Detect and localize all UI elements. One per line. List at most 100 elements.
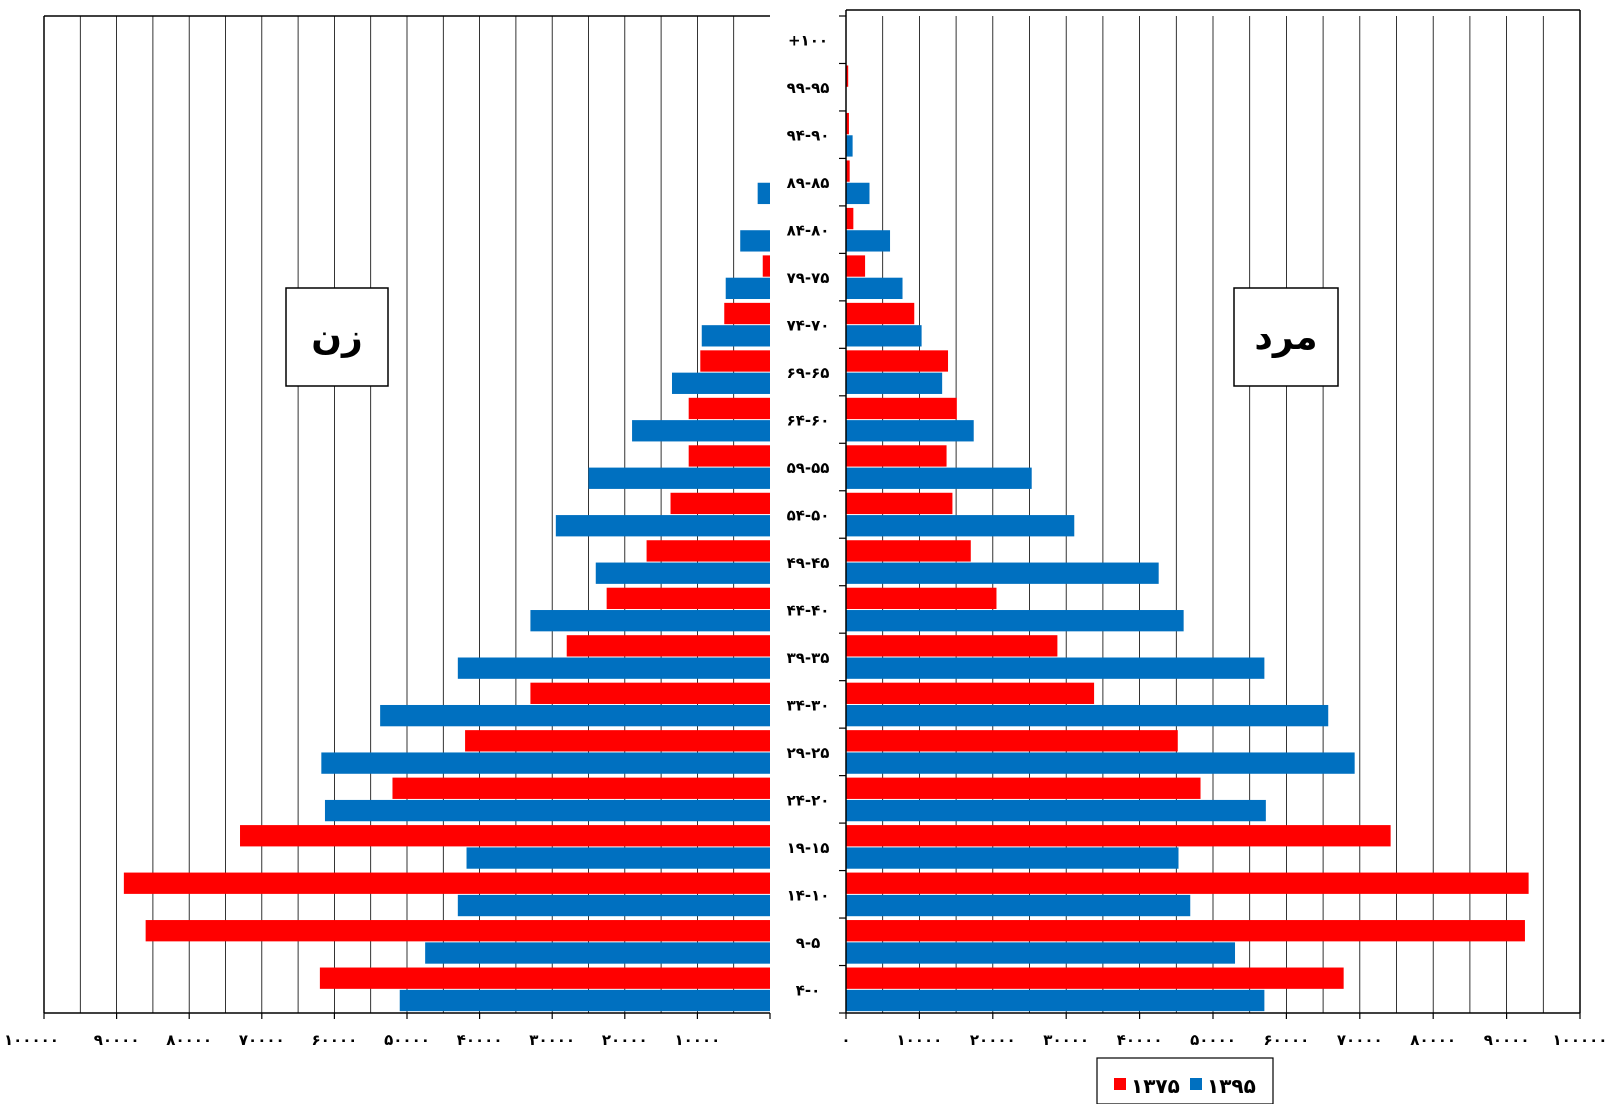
bar-right-۱۳۷۵-۶۹-۶۵ xyxy=(846,350,949,372)
age-label-۲۴-۲۰: ۲۴-۲۰ xyxy=(787,791,830,809)
left-tick-label-۱۰۰۰۰: ۱۰۰۰۰ xyxy=(675,1031,721,1049)
bar-right-۱۳۹۵-۶۴-۶۰ xyxy=(846,420,974,442)
age-label-۸۹-۸۵: ۸۹-۸۵ xyxy=(787,174,830,192)
bar-right-۱۳۷۵-۷۴-۷۰ xyxy=(846,302,915,325)
age-label-۴۹-۴۵: ۴۹-۴۵ xyxy=(787,554,830,572)
bar-left-۱۳۷۵-۴۹-۴۵ xyxy=(646,540,770,562)
right-panel-title-box: مرد xyxy=(1233,287,1339,387)
bar-right-۱۳۷۵-۱۹-۱۵ xyxy=(846,825,1391,847)
bar-left-۱۳۷۵-۵۴-۵۰ xyxy=(670,492,770,515)
right-tick-label-۷۰۰۰۰: ۷۰۰۰۰ xyxy=(1337,1031,1383,1049)
bar-right-۱۳۷۵-۳۹-۳۵ xyxy=(846,635,1058,657)
bar-right-۱۳۷۵-۲۹-۲۵ xyxy=(846,730,1178,752)
age-label-۳۹-۳۵: ۳۹-۳۵ xyxy=(787,649,830,667)
right-tick-label-۴۰۰۰۰: ۴۰۰۰۰ xyxy=(1117,1031,1163,1049)
bar-left-۱۳۹۵-۱۴-۱۰ xyxy=(457,894,770,917)
left-tick-label-۶۰۰۰۰: ۶۰۰۰۰ xyxy=(312,1031,358,1049)
bar-left-۱۳۹۵-۳۹-۳۵ xyxy=(457,657,770,679)
bar-right-۱۳۹۵-۹-۵ xyxy=(846,942,1236,964)
bar-right-۱۳۹۵-۷۴-۷۰ xyxy=(846,325,922,347)
right-tick-label-۵۰۰۰۰: ۵۰۰۰۰ xyxy=(1190,1031,1236,1049)
bar-left-۱۳۷۵-۶۹-۶۵ xyxy=(700,350,770,372)
age-label-۹۴-۹۰: ۹۴-۹۰ xyxy=(787,127,830,145)
bar-left-۱۳۹۵-۱۹-۱۵ xyxy=(466,847,770,869)
bar-left-۱۳۷۵-۷۴-۷۰ xyxy=(724,302,770,325)
right-tick-label-۱۰۰۰۰۰: ۱۰۰۰۰۰ xyxy=(1553,1031,1607,1049)
bar-left-۱۳۷۵-۳۹-۳۵ xyxy=(566,635,770,657)
bar-left-۱۳۹۵-۹-۵ xyxy=(425,942,770,964)
bar-right-۱۳۷۵-۹-۵ xyxy=(846,920,1525,942)
bar-left-۱۳۹۵-۴۴-۴۰ xyxy=(530,610,770,632)
bar-right-۱۳۹۵-۴۴-۴۰ xyxy=(846,610,1184,632)
bar-right-۱۳۷۵-۸۹-۸۵ xyxy=(846,160,850,182)
left-tick-label-۱۰۰۰۰۰: ۱۰۰۰۰۰ xyxy=(4,1031,59,1049)
bar-left-۱۳۹۵-۶۹-۶۵ xyxy=(671,372,770,394)
left-tick-label-۹۰۰۰۰: ۹۰۰۰۰ xyxy=(94,1031,140,1049)
bar-right-۱۳۷۵-۴-۰ xyxy=(846,967,1344,989)
bar-right-۱۳۹۵-۹۴-۹۰ xyxy=(846,135,853,157)
left-tick-label-۲۰۰۰۰: ۲۰۰۰۰ xyxy=(602,1031,648,1049)
age-label-۴۴-۴۰: ۴۴-۴۰ xyxy=(787,601,830,619)
left-panel-title: زن xyxy=(311,317,362,358)
left-tick-label-۷۰۰۰۰: ۷۰۰۰۰ xyxy=(239,1031,285,1049)
age-label-۲۹-۲۵: ۲۹-۲۵ xyxy=(787,744,830,762)
x-axis-tick-labels: ۰ ۱۰۰۰۰ ۲۰۰۰۰ ۳۰۰۰۰ ۴۰۰۰۰ ۵۰۰۰۰ ۶۰۰۰۰ ۷۰۰۰۰ ۸۰۰۰… xyxy=(4,1031,1607,1049)
right-tick-label-۶۰۰۰۰: ۶۰۰۰۰ xyxy=(1264,1031,1310,1049)
right-panel-title: مرد xyxy=(1254,317,1317,358)
bar-right-۱۳۹۵-۵۴-۵۰ xyxy=(846,515,1075,537)
bar-right-۱۳۹۵-۱۴-۱۰ xyxy=(846,894,1191,917)
age-label-۱۹-۱۵: ۱۹-۱۵ xyxy=(787,839,830,857)
right-tick-label-۸۰۰۰۰: ۸۰۰۰۰ xyxy=(1410,1031,1456,1049)
legend-swatch-1375 xyxy=(1114,1078,1126,1090)
bar-right-۱۳۹۵-۳۴-۳۰ xyxy=(846,704,1329,727)
right-tick-label-۲۰۰۰۰: ۲۰۰۰۰ xyxy=(970,1031,1016,1049)
bar-left-۱۳۷۵-۹-۵ xyxy=(145,920,770,942)
left-tick-label-۸۰۰۰۰: ۸۰۰۰۰ xyxy=(166,1031,212,1049)
age-label-۴-۰: ۴-۰ xyxy=(796,981,821,999)
bar-left-۱۳۹۵-۸۹-۸۵ xyxy=(757,182,770,205)
bar-right-۱۳۷۵-۵۹-۵۵ xyxy=(846,445,947,467)
bar-left-۱۳۹۵-۷۴-۷۰ xyxy=(701,325,770,347)
bar-right-۱۳۹۵-۲۴-۲۰ xyxy=(846,799,1266,822)
bar-right-۱۳۹۵-۲۹-۲۵ xyxy=(846,752,1355,774)
bar-left-۱۳۹۵-۶۴-۶۰ xyxy=(632,420,770,442)
bar-right-۱۳۹۵-۷۹-۷۵ xyxy=(846,277,903,300)
legend: ۱۳۷۵ ۱۳۹۵ xyxy=(1096,1057,1274,1104)
age-label-+۱۰۰: +۱۰۰ xyxy=(788,32,828,50)
legend-label-1375: ۱۳۷۵ xyxy=(1131,1074,1180,1098)
bar-left-۱۳۹۵-۸۴-۸۰ xyxy=(740,230,770,252)
bar-right-۱۳۷۵-۶۴-۶۰ xyxy=(846,397,957,420)
bar-right-۱۳۷۵-۸۴-۸۰ xyxy=(846,207,854,230)
right-tick-label-۳۰۰۰۰: ۳۰۰۰۰ xyxy=(1043,1031,1089,1049)
bar-right-۱۳۷۵-۱۴-۱۰ xyxy=(846,872,1529,894)
age-label-۹۹-۹۵: ۹۹-۹۵ xyxy=(787,79,830,97)
bar-right-۱۳۷۵-۹۴-۹۰ xyxy=(846,112,849,135)
age-group-labels: ۴-۰ ۹-۵ ۱۴-۱۰ ۱۹-۱۵ ۲۴-۲۰ ۲۹-۲۵ ۳۴-۳۰ ۳۹-۳۵ ۴۴-۴… xyxy=(787,32,830,1000)
legend-label-1395: ۱۳۹۵ xyxy=(1207,1074,1256,1098)
age-label-۵۴-۵۰: ۵۴-۵۰ xyxy=(787,507,830,525)
age-label-۸۴-۸۰: ۸۴-۸۰ xyxy=(787,222,830,240)
panel-frames xyxy=(43,9,1581,1019)
bar-left-۱۳۷۵-۱۴-۱۰ xyxy=(123,872,771,894)
bar-left-۱۳۷۵-۴-۰ xyxy=(319,967,770,989)
bar-left-۱۳۹۵-۷۹-۷۵ xyxy=(725,277,770,300)
bar-left-۱۳۷۵-۵۹-۵۵ xyxy=(688,445,770,467)
right-tick-label-۹۰۰۰۰: ۹۰۰۰۰ xyxy=(1484,1031,1530,1049)
bar-left-۱۳۹۵-۳۴-۳۰ xyxy=(380,704,770,727)
bar-left-۱۳۹۵-۵۴-۵۰ xyxy=(555,515,770,537)
bar-right-۱۳۷۵-۷۹-۷۵ xyxy=(846,255,866,277)
bar-right-۱۳۷۵-۲۴-۲۰ xyxy=(846,777,1201,799)
right-tick-label-۰: ۰ xyxy=(841,1031,850,1049)
bar-left-۱۳۷۵-۷۹-۷۵ xyxy=(762,255,770,277)
bar-right-۱۳۷۵-۳۴-۳۰ xyxy=(846,682,1095,704)
bar-right-۱۳۹۵-۶۹-۶۵ xyxy=(846,372,943,394)
left-tick-label-۵۰۰۰۰: ۵۰۰۰۰ xyxy=(384,1031,430,1049)
bar-left-۱۳۹۵-۴۹-۴۵ xyxy=(595,562,770,584)
bar-right-۱۳۹۵-۸۹-۸۵ xyxy=(846,182,870,205)
bar-right-۱۳۷۵-۴۹-۴۵ xyxy=(846,540,971,562)
age-label-۹-۵: ۹-۵ xyxy=(796,934,821,952)
age-label-۶۴-۶۰: ۶۴-۶۰ xyxy=(787,412,830,430)
right-panel-grid xyxy=(882,16,1544,1013)
bars xyxy=(123,65,1529,1012)
